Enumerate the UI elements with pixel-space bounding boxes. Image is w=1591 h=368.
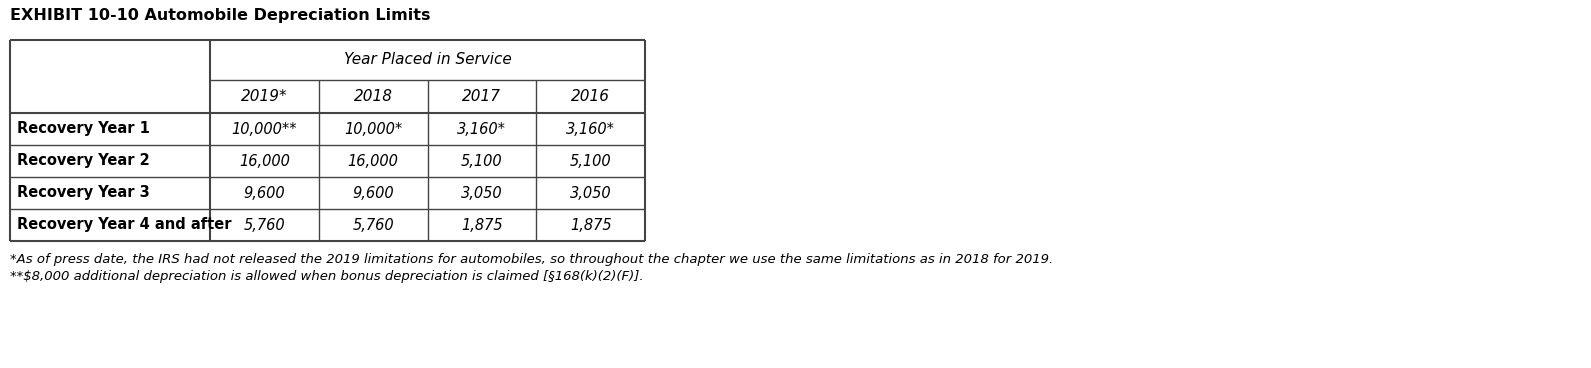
Text: 2019*: 2019* [242, 89, 288, 104]
Text: EXHIBIT 10-10 Automobile Depreciation Limits: EXHIBIT 10-10 Automobile Depreciation Li… [10, 8, 431, 23]
Text: Year Placed in Service: Year Placed in Service [344, 53, 511, 67]
Text: 3,050: 3,050 [570, 185, 611, 201]
Text: 9,600: 9,600 [243, 185, 285, 201]
Text: *As of press date, the IRS had not released the 2019 limitations for automobiles: *As of press date, the IRS had not relea… [10, 253, 1053, 266]
Text: Recovery Year 1: Recovery Year 1 [18, 121, 150, 137]
Text: 2018: 2018 [353, 89, 393, 104]
Text: 3,160*: 3,160* [566, 121, 616, 137]
Text: 9,600: 9,600 [352, 185, 395, 201]
Text: Recovery Year 3: Recovery Year 3 [18, 185, 150, 201]
Text: 3,160*: 3,160* [457, 121, 506, 137]
Text: **$8,000 additional depreciation is allowed when bonus depreciation is claimed [: **$8,000 additional depreciation is allo… [10, 270, 644, 283]
Text: 10,000**: 10,000** [232, 121, 298, 137]
Text: 5,100: 5,100 [570, 153, 611, 169]
Text: 5,100: 5,100 [461, 153, 503, 169]
Text: 2016: 2016 [571, 89, 609, 104]
Text: 3,050: 3,050 [461, 185, 503, 201]
Text: Recovery Year 2: Recovery Year 2 [18, 153, 150, 169]
Text: 5,760: 5,760 [243, 217, 285, 233]
Text: 10,000*: 10,000* [344, 121, 403, 137]
Text: 16,000: 16,000 [239, 153, 290, 169]
Text: 1,875: 1,875 [570, 217, 611, 233]
Text: 16,000: 16,000 [348, 153, 399, 169]
Text: 2017: 2017 [463, 89, 501, 104]
Text: 5,760: 5,760 [352, 217, 395, 233]
Text: Recovery Year 4 and after: Recovery Year 4 and after [18, 217, 232, 233]
Text: 1,875: 1,875 [461, 217, 503, 233]
